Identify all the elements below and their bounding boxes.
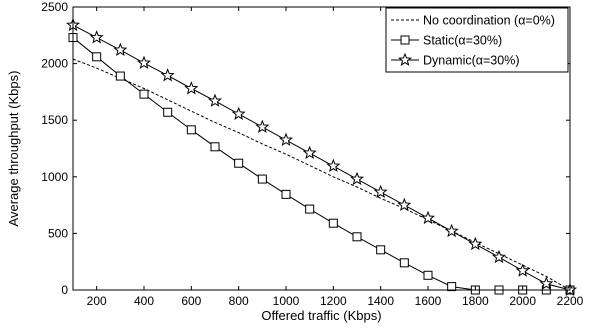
dynamic-data-point — [302, 145, 317, 159]
static-data-point — [376, 245, 386, 255]
static-data-point — [115, 71, 125, 81]
dynamic-data-point — [539, 276, 554, 290]
static-data-point — [163, 107, 173, 117]
static-series-line — [72, 37, 570, 291]
dynamic-legend-label: Dynamic(α=30%) — [423, 54, 520, 68]
plot-area — [65, 17, 578, 296]
x-tick-label: 600 — [181, 294, 201, 308]
axis-ticks: 200 400 600 800 1000 1200 1400 1600 1800 2000 2200… — [41, 0, 583, 308]
static-data-point — [92, 52, 102, 62]
y-axis-label: Average throughput (Kbps) — [6, 71, 21, 227]
dynamic-data-point — [373, 184, 388, 199]
dynamic-data-point — [255, 119, 270, 133]
dynamic-data-point — [231, 106, 246, 120]
dynamic-data-point — [468, 236, 483, 251]
y-tick-label: 1000 — [41, 170, 68, 184]
static-data-point — [281, 189, 291, 199]
static-data-point — [352, 232, 362, 242]
static-legend-marker — [400, 35, 410, 45]
dynamic-data-point — [89, 30, 104, 44]
x-tick-label: 1600 — [415, 294, 442, 308]
dynamic-data-point — [326, 158, 341, 173]
x-tick-label: 800 — [229, 294, 249, 308]
x-tick-label: 200 — [87, 294, 107, 308]
x-axis-label: Offered traffic (Kbps) — [261, 308, 381, 323]
x-tick-label: 1800 — [462, 294, 489, 308]
static-data-point — [257, 174, 267, 184]
y-tick-label: 2500 — [41, 0, 68, 14]
static-data-point — [423, 270, 433, 280]
legend: No coordination (α=0%) Static(α=30%) Dynam… — [385, 7, 569, 73]
x-tick-label: 1400 — [367, 294, 394, 308]
no-coordination-legend-label: No coordination (α=0%) — [423, 14, 555, 28]
static-data-point — [234, 158, 244, 168]
dynamic-data-point — [515, 263, 530, 277]
static-data-point — [328, 218, 338, 228]
x-tick-label: 400 — [134, 294, 154, 308]
y-tick-label: 0 — [61, 283, 68, 297]
dynamic-data-point — [184, 81, 199, 95]
dynamic-data-point — [207, 93, 223, 107]
dynamic-data-point — [491, 249, 507, 264]
static-data-point — [210, 142, 220, 152]
static-data-point — [447, 282, 457, 292]
dynamic-data-point — [113, 42, 128, 56]
static-data-point — [139, 89, 149, 99]
dynamic-data-point — [444, 223, 459, 238]
static-data-point — [399, 258, 409, 268]
static-data-point — [305, 204, 315, 214]
dynamic-data-point — [278, 132, 294, 146]
dynamic-data-point — [136, 55, 152, 70]
dynamic-data-point — [160, 68, 175, 82]
dynamic-series-line — [72, 24, 571, 291]
y-tick-label: 500 — [48, 226, 68, 240]
x-tick-label: 1200 — [320, 294, 347, 308]
dynamic-legend-marker — [397, 52, 413, 66]
static-legend-label: Static(α=30%) — [423, 34, 502, 48]
plot-frame — [72, 6, 571, 291]
x-tick-label: 1000 — [273, 294, 300, 308]
y-tick-label: 1500 — [41, 113, 68, 127]
dynamic-data-point — [420, 210, 436, 225]
x-tick-label: 2200 — [557, 294, 584, 308]
dynamic-data-point — [397, 197, 412, 212]
x-tick-label: 2000 — [509, 294, 536, 308]
y-tick-label: 2000 — [41, 57, 68, 71]
no-coordination-series-line — [72, 58, 571, 291]
dynamic-data-point — [349, 171, 365, 186]
static-data-point — [186, 125, 196, 135]
